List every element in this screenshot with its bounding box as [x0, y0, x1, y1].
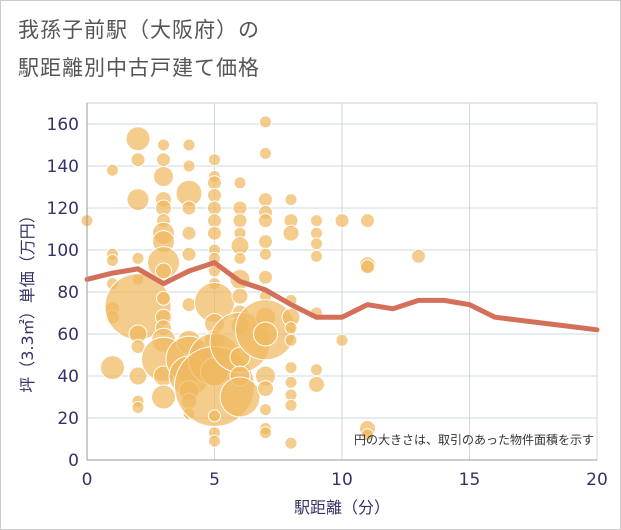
data-bubble	[131, 401, 145, 414]
bubbles	[80, 115, 426, 450]
chart-title-line2: 駅距離別中古戸建て価格	[18, 56, 260, 80]
bubble-size-annotation: 円の大きさは、取引のあった物件面積を示す	[354, 432, 594, 447]
data-bubble	[125, 126, 151, 152]
data-bubble	[182, 138, 196, 152]
data-bubble	[259, 146, 272, 160]
data-bubble	[258, 192, 273, 208]
data-bubble	[156, 290, 171, 306]
x-tick-label: 20	[586, 470, 608, 490]
data-bubble	[207, 175, 222, 191]
data-bubble	[360, 259, 375, 275]
data-bubble	[284, 361, 298, 375]
data-bubble	[219, 376, 261, 418]
y-tick-label: 120	[47, 199, 79, 219]
x-tick-label: 0	[82, 470, 93, 490]
data-bubble	[258, 213, 273, 229]
data-bubble	[361, 428, 374, 442]
data-bubble	[153, 166, 174, 187]
data-bubble	[131, 251, 145, 265]
y-tick-label: 100	[47, 241, 79, 261]
y-axis-label: 坪（3.3㎡）単価（万円）	[18, 207, 37, 392]
data-bubble	[208, 434, 221, 448]
data-bubble	[253, 321, 278, 347]
data-bubble	[207, 187, 222, 203]
data-bubble	[126, 188, 150, 212]
x-tick-label: 10	[331, 470, 353, 490]
data-bubble	[208, 409, 221, 423]
data-bubble	[231, 287, 249, 305]
data-bubble	[207, 213, 222, 229]
data-bubble	[259, 426, 272, 440]
data-bubble	[208, 153, 221, 167]
data-bubble	[232, 213, 248, 229]
data-bubble	[151, 384, 176, 410]
data-bubble	[181, 246, 197, 262]
data-bubble	[128, 366, 148, 386]
axes: 0 20 40 60 80 100 120 140 160 0 5 10 15 20	[47, 103, 608, 490]
data-bubble	[181, 225, 197, 241]
y-tick-label: 60	[57, 325, 79, 345]
y-tick-label: 0	[68, 451, 79, 471]
data-bubble	[310, 214, 323, 228]
y-tick-label: 140	[47, 157, 79, 177]
data-bubble	[258, 269, 273, 285]
data-bubble	[182, 159, 196, 173]
data-bubble	[233, 176, 247, 190]
data-bubble	[207, 225, 222, 241]
data-bubble	[106, 163, 119, 177]
data-bubble	[130, 152, 146, 168]
data-bubble	[284, 375, 298, 389]
data-bubble	[181, 200, 197, 216]
y-tick-label: 160	[47, 115, 79, 135]
trend-line	[84, 260, 600, 333]
y-tick-label: 80	[57, 283, 79, 303]
data-bubble	[155, 262, 172, 280]
data-bubble	[310, 363, 323, 377]
y-tick-label: 40	[57, 367, 79, 387]
data-bubble	[284, 398, 298, 412]
chart-title-line1: 我孫子前駅（大阪府）の	[18, 18, 260, 42]
data-bubble	[310, 249, 323, 263]
data-bubble	[157, 138, 170, 152]
data-bubble	[310, 237, 323, 251]
x-tick-label: 15	[459, 470, 481, 490]
data-bubble	[335, 333, 349, 347]
x-tick-label: 5	[209, 470, 220, 490]
data-bubble	[207, 200, 222, 216]
data-bubble	[308, 375, 325, 393]
data-bubble	[258, 234, 273, 250]
data-bubble	[282, 224, 300, 242]
data-bubble	[156, 152, 171, 168]
data-bubble	[284, 193, 298, 207]
data-bubble	[232, 200, 248, 216]
y-tick-label: 20	[57, 409, 79, 429]
data-bubble	[106, 254, 119, 267]
data-bubble	[259, 115, 272, 129]
data-bubble	[233, 251, 247, 265]
data-bubble	[284, 321, 298, 335]
data-bubble	[257, 380, 274, 398]
data-bubble	[259, 403, 272, 417]
data-bubble	[360, 213, 375, 229]
data-bubble	[411, 248, 426, 264]
average-price-line	[84, 260, 600, 333]
data-bubble	[181, 297, 197, 313]
x-axis-label: 駅距離（分）	[294, 498, 390, 517]
data-bubble	[334, 213, 350, 229]
data-bubble	[259, 247, 272, 261]
data-bubble	[284, 436, 298, 450]
data-bubble	[284, 333, 298, 347]
data-bubble	[100, 355, 125, 381]
